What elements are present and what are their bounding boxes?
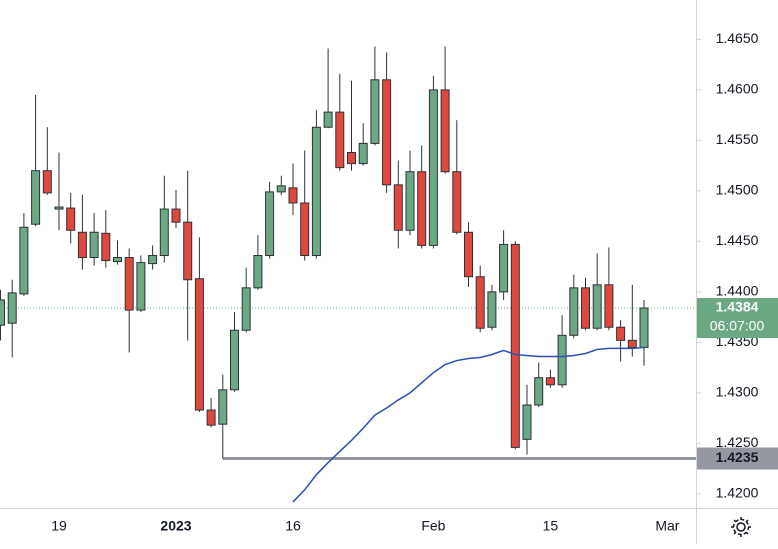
candle-body: [639, 307, 649, 348]
y-tick-label: 1.4500: [716, 182, 759, 198]
last-price-label: 1.4384: [716, 299, 759, 315]
x-tick-label: Feb: [421, 518, 445, 534]
candle-body: [534, 377, 544, 406]
candle-body: [604, 284, 614, 328]
candle-body: [616, 326, 626, 341]
x-tick-label: 19: [51, 518, 67, 534]
candle-body: [382, 79, 392, 186]
candle-body: [66, 207, 76, 231]
candle-body: [323, 111, 333, 128]
level-label-box: [697, 447, 778, 470]
y-tick-label: 1.4600: [716, 81, 759, 97]
candle-body: [276, 185, 286, 193]
moving-average: [292, 346, 645, 503]
candle-body: [417, 171, 427, 246]
candle-body: [89, 231, 99, 259]
candle-body: [510, 243, 520, 448]
axes: 1.42001.42501.43001.43501.44001.44501.45…: [51, 30, 778, 534]
candle-body: [124, 257, 134, 311]
candle-body: [300, 202, 310, 257]
x-tick-label: 16: [285, 518, 301, 534]
y-tick-label: 1.4550: [716, 131, 759, 147]
candle-body: [592, 284, 602, 329]
candle-body: [230, 329, 239, 391]
candle-body: [475, 276, 485, 329]
candle-body: [171, 208, 181, 223]
level-label: 1.4235: [716, 449, 759, 465]
candle-body: [311, 126, 321, 257]
y-tick-label: 1.4650: [716, 30, 759, 46]
candle-body: [148, 255, 158, 265]
y-tick-label: 1.4250: [716, 434, 759, 450]
y-tick-label: 1.4200: [716, 485, 759, 501]
candle-body: [440, 89, 450, 173]
candle-body: [487, 291, 497, 328]
candle-body: [136, 262, 146, 311]
x-tick-label: 2023: [160, 518, 191, 534]
candle-body: [627, 339, 637, 348]
plot-area: [0, 46, 696, 503]
x-tick-label: Mar: [655, 518, 679, 534]
candle-body: [569, 287, 579, 336]
y-tick-label: 1.4450: [716, 232, 759, 248]
candle-body: [452, 171, 462, 233]
last-price-box: [697, 298, 778, 339]
candle-body: [113, 257, 122, 263]
candle-body: [7, 292, 17, 324]
candle-body: [77, 231, 87, 259]
candle-body: [183, 221, 193, 281]
y-tick-label: 1.4300: [716, 384, 759, 400]
x-tick-label: 15: [543, 518, 559, 534]
candle-body: [581, 287, 590, 329]
candle-body: [54, 206, 64, 210]
candle-body: [206, 409, 216, 426]
candle-body: [218, 389, 228, 425]
candle-body: [288, 187, 298, 204]
candle-body: [241, 287, 251, 331]
candle-body: [347, 152, 356, 165]
candle-body: [0, 299, 5, 326]
candle-body: [358, 142, 368, 165]
countdown-label: 06:07:00: [710, 318, 765, 334]
candle-body: [428, 89, 438, 246]
candle-body: [265, 191, 275, 257]
candle-body: [557, 334, 567, 386]
candle-body: [159, 208, 169, 257]
candle-body: [393, 184, 403, 231]
settings-icon[interactable]: [731, 517, 751, 537]
candle-body: [42, 170, 52, 194]
candle-body: [464, 231, 473, 278]
candle-body: [370, 79, 380, 144]
candle-body: [19, 226, 29, 295]
candle-body: [499, 243, 509, 293]
candle-body: [253, 255, 263, 289]
candle-body: [335, 111, 345, 169]
candle-body: [101, 232, 111, 262]
candle-body: [31, 170, 41, 225]
y-tick-label: 1.4400: [716, 283, 759, 299]
candle-body: [522, 404, 532, 440]
candle-body: [545, 377, 555, 386]
candle-body: [405, 171, 415, 231]
candle-body: [194, 278, 204, 411]
